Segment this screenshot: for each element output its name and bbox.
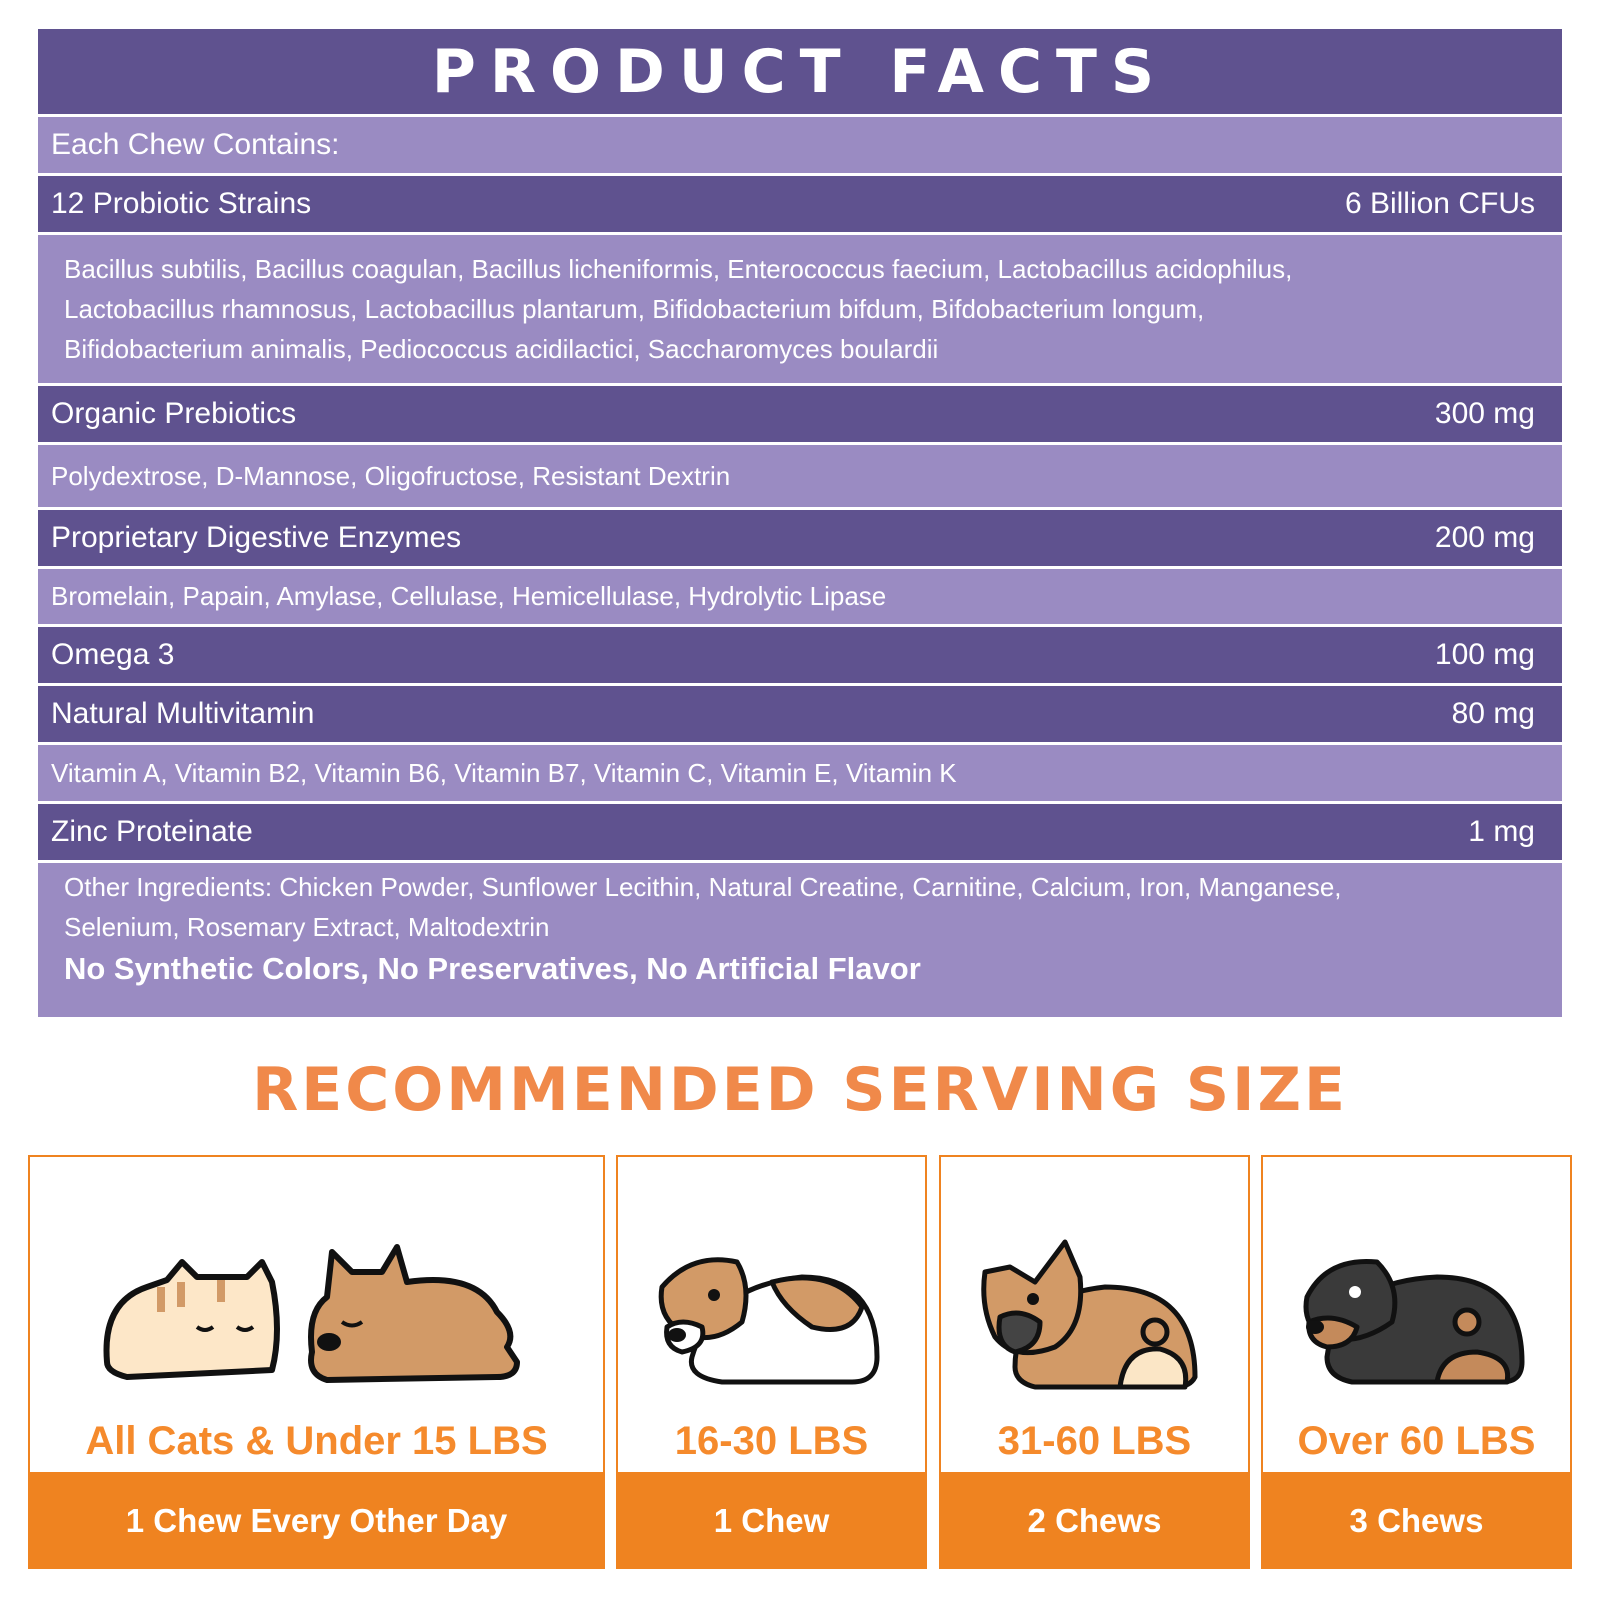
intro-text: Each Chew Contains: [51,128,340,161]
product-facts-title: PRODUCT FACTS [38,29,1562,114]
serving-title: RECOMMENDED SERVING SIZE [252,1055,1348,1125]
rottweiler-icon [1263,1197,1570,1447]
section-details: Bromelain, Papain, Amylase, Cellulase, H… [38,569,1562,624]
beagle-icon [618,1197,925,1447]
section-row: Proprietary Digestive Enzymes 200 mg [38,510,1562,566]
dose-band: 2 Chews [939,1472,1250,1569]
section-name: Organic Prebiotics [51,397,297,430]
detail-line: Other Ingredients: Chicken Powder, Sunfl… [64,872,1342,902]
weight-label: Over 60 LBS [1297,1419,1536,1463]
detail-line: Bromelain, Papain, Amylase, Cellulase, H… [51,581,887,611]
intro-row: Each Chew Contains: [38,117,1562,173]
detail-line: Polydextrose, D-Mannose, Oligofructose, … [51,460,731,491]
other-ingredients: Other Ingredients: Chicken Powder, Sunfl… [38,863,1562,1017]
section-details: Bacillus subtilis, Bacillus coagulan, Ba… [38,235,1562,383]
serving-card: 31-60 LBS 2 Chews [939,1155,1250,1569]
serving-card: 16-30 LBS 1 Chew [616,1155,927,1569]
french-bulldog-icon [941,1197,1248,1447]
weight-label: 16-30 LBS [674,1419,869,1463]
section-row: Omega 3 100 mg [38,627,1562,683]
detail-line: Lactobacillus rhamnosus, Lactobacillus p… [64,294,1205,324]
serving-card: All Cats & Under 15 LBS 1 Chew Every Oth… [28,1155,605,1569]
product-facts-panel: PRODUCT FACTS Each Chew Contains: 12 Pro… [38,29,1562,1017]
detail-line: Bifidobacterium animalis, Pediococcus ac… [64,334,939,364]
section-details: Polydextrose, D-Mannose, Oligofructose, … [38,445,1562,507]
dose-band: 1 Chew Every Other Day [28,1472,605,1569]
section-amount: 200 mg [1434,521,1535,554]
section-amount: 100 mg [1434,638,1535,671]
section-amount: 6 Billion CFUs [1344,187,1535,220]
section-name: Proprietary Digestive Enzymes [51,521,462,554]
section-name: Natural Multivitamin [51,697,315,730]
section-row: Organic Prebiotics 300 mg [38,386,1562,442]
section-row: Zinc Proteinate 1 mg [38,804,1562,860]
weight-label: 31-60 LBS [997,1419,1192,1463]
section-details: Vitamin A, Vitamin B2, Vitamin B6, Vitam… [38,745,1562,801]
detail-line: Vitamin A, Vitamin B2, Vitamin B6, Vitam… [51,757,957,788]
serving-card: Over 60 LBS 3 Chews [1261,1155,1572,1569]
claims-text: No Synthetic Colors, No Preservatives, N… [64,951,921,986]
section-row: Natural Multivitamin 80 mg [38,686,1562,742]
section-amount: 300 mg [1434,397,1535,430]
detail-line: Bacillus subtilis, Bacillus coagulan, Ba… [64,254,1293,284]
sleeping-cat-and-corgi-icon [30,1197,603,1447]
section-name: Zinc Proteinate [51,815,253,848]
dose-band: 3 Chews [1261,1472,1572,1569]
section-row: 12 Probiotic Strains 6 Billion CFUs [38,176,1562,232]
detail-line: Selenium, Rosemary Extract, Maltodextrin [64,912,550,942]
section-amount: 1 mg [1468,815,1535,848]
section-name: 12 Probiotic Strains [51,187,312,220]
dose-band: 1 Chew [616,1472,927,1569]
section-amount: 80 mg [1451,697,1535,730]
section-name: Omega 3 [51,638,175,671]
weight-label: All Cats & Under 15 LBS [85,1419,548,1463]
